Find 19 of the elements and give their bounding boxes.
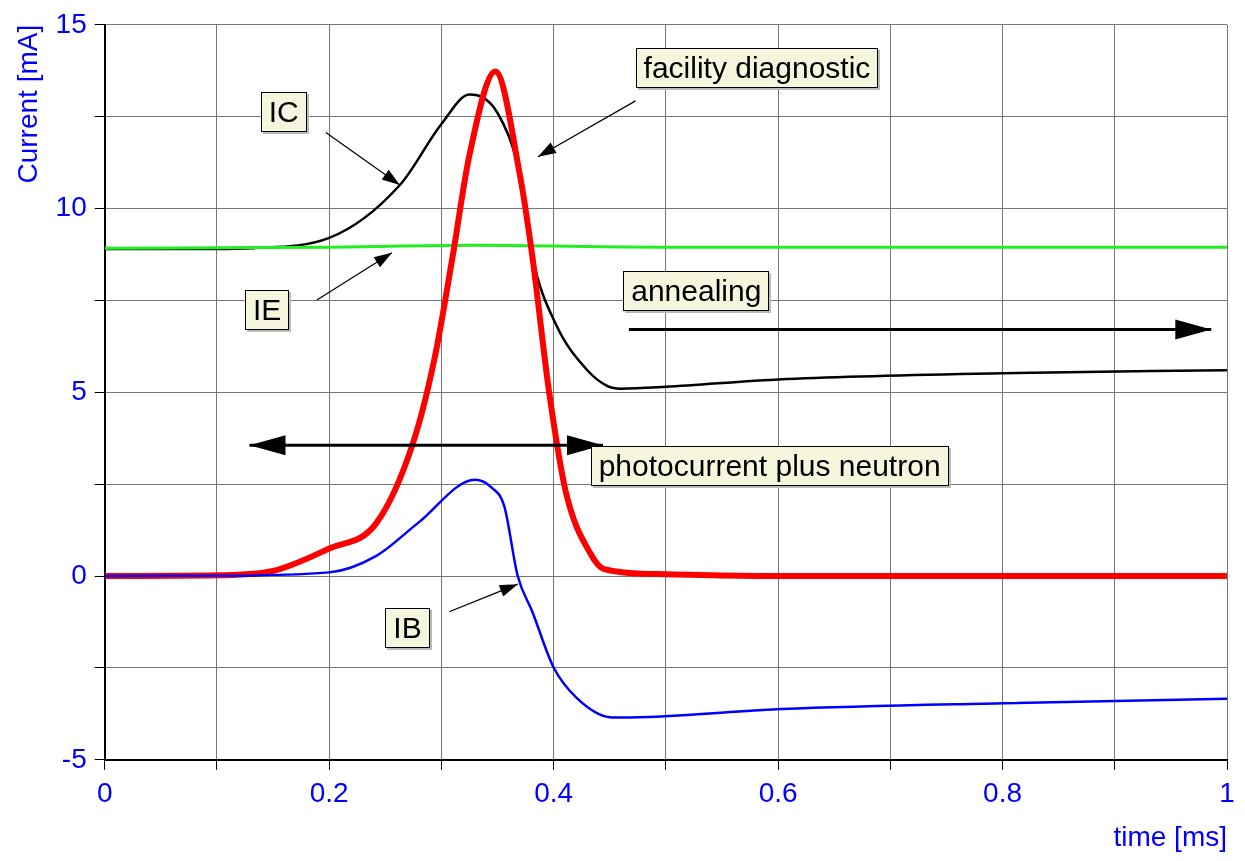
x-tick-label: 0 bbox=[96, 777, 113, 809]
y-tick-label: 10 bbox=[55, 191, 87, 223]
x-tick-label: 0.4 bbox=[534, 777, 574, 809]
annotation: facility diagnostic bbox=[635, 48, 879, 89]
annotation: IB bbox=[385, 608, 430, 649]
x-tick-label: 0.6 bbox=[758, 777, 798, 809]
annotation: IC bbox=[260, 91, 307, 132]
annotation: IE bbox=[245, 289, 290, 330]
x-tick-label: 1 bbox=[1219, 777, 1235, 809]
y-tick-label: 0 bbox=[71, 558, 87, 590]
y-tick-label: 5 bbox=[71, 375, 87, 407]
annotation: photocurrent plus neutron bbox=[590, 445, 949, 486]
annotation: annealing bbox=[623, 271, 770, 312]
y-axis-title: Current [mA] bbox=[11, 24, 43, 184]
x-tick-label: 0.2 bbox=[309, 777, 349, 809]
y-tick-label: -5 bbox=[61, 742, 87, 774]
y-tick-label: 15 bbox=[55, 7, 87, 39]
x-axis-title: time [ms] bbox=[1113, 820, 1227, 852]
x-tick-label: 0.8 bbox=[983, 777, 1023, 809]
